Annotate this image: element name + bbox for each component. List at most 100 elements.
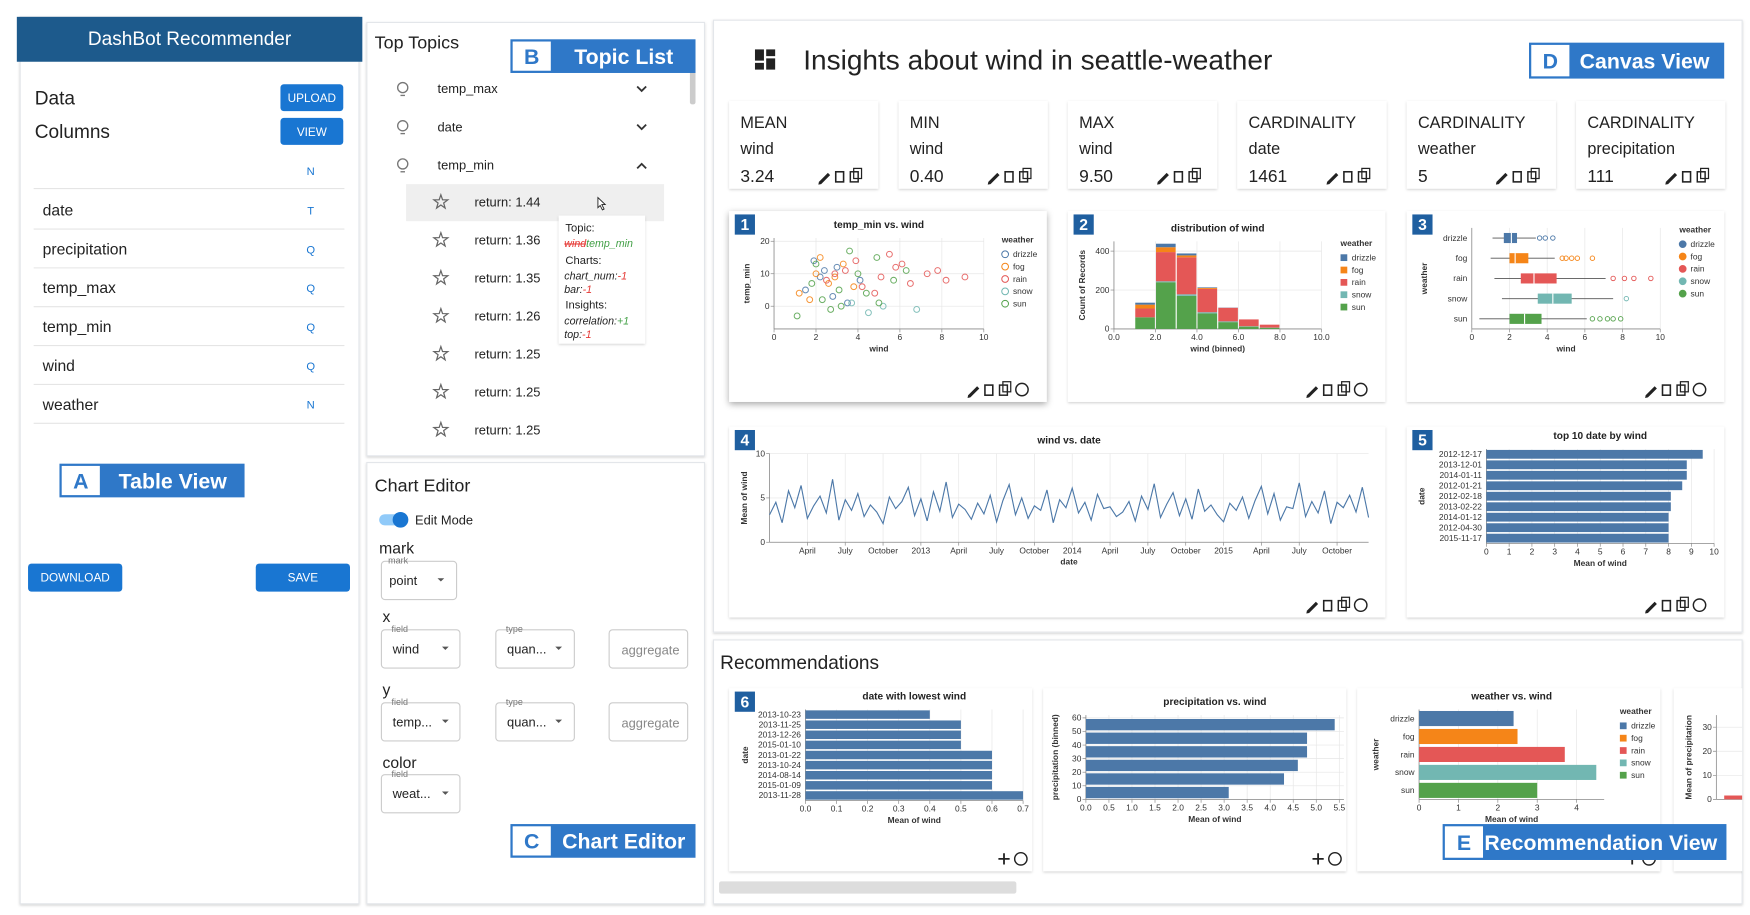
edit-icon[interactable]: [1326, 172, 1339, 185]
y-tick-label: fog: [1456, 253, 1468, 263]
y-field-select[interactable]: [380, 702, 461, 742]
star-icon[interactable]: [432, 230, 450, 248]
delete-icon[interactable]: [1322, 599, 1333, 612]
legend-label: fog: [1631, 733, 1643, 743]
column-name: weather: [42, 397, 99, 414]
star-icon[interactable]: [432, 306, 450, 324]
info-icon[interactable]: [1692, 598, 1707, 613]
edit-icon[interactable]: [1665, 172, 1678, 185]
mark-select[interactable]: [380, 560, 458, 601]
delete-icon[interactable]: [984, 384, 994, 396]
delete-icon[interactable]: [1322, 384, 1333, 396]
return-value: return: 1.25: [475, 346, 541, 361]
card-actions: [967, 381, 1029, 398]
point: [831, 273, 839, 281]
x-tick-label: April: [950, 545, 967, 555]
star-icon[interactable]: [432, 344, 450, 362]
info-icon[interactable]: [1013, 851, 1028, 866]
star-icon[interactable]: [432, 192, 450, 210]
chart-badge: [734, 429, 755, 451]
edit-icon[interactable]: [987, 172, 1000, 185]
x-field-select[interactable]: [380, 629, 461, 669]
outlier: [1589, 316, 1596, 322]
y-tick-label: 2013-12-01: [1439, 460, 1482, 470]
star-icon[interactable]: [432, 420, 450, 438]
delete-icon[interactable]: [834, 170, 845, 183]
star-icon[interactable]: [432, 268, 450, 286]
bar-segment: [1259, 324, 1280, 328]
box: [1520, 273, 1557, 284]
y-tick-label: 60: [1072, 713, 1082, 723]
bar: [1724, 795, 1743, 800]
delete-icon[interactable]: [1343, 170, 1353, 183]
collapse-icon[interactable]: [636, 162, 647, 170]
download-button[interactable]: [28, 563, 123, 592]
upload-button[interactable]: [280, 84, 344, 112]
info-icon[interactable]: [1015, 382, 1029, 397]
y-label: y: [383, 682, 391, 699]
column-type: Q: [306, 283, 315, 295]
edit-icon[interactable]: [1306, 386, 1319, 398]
expand-icon[interactable]: [636, 85, 647, 93]
edit-icon[interactable]: [1157, 172, 1169, 185]
bar: [805, 750, 992, 760]
x-tick-label: 1: [1456, 803, 1461, 813]
edit-icon[interactable]: [1495, 172, 1508, 185]
y-tick-label: 2015-01-09: [758, 780, 801, 790]
scrollbar[interactable]: [719, 881, 1017, 894]
x-tick-label: October: [1019, 545, 1049, 555]
info-icon[interactable]: [1328, 851, 1342, 866]
bar-segment: [1176, 294, 1197, 296]
info-icon[interactable]: [1692, 382, 1707, 397]
add-icon[interactable]: [1312, 853, 1324, 865]
point: [879, 302, 887, 310]
star-icon[interactable]: [432, 382, 450, 400]
tooltip-text: windtemp_min: [564, 238, 633, 250]
delete-icon[interactable]: [1681, 170, 1692, 183]
view-button[interactable]: [280, 117, 344, 145]
info-icon[interactable]: [1353, 382, 1368, 397]
legend-label: rain: [1013, 274, 1027, 284]
y-axis-label: Mean of wind: [739, 471, 749, 524]
box: [1503, 232, 1518, 244]
stat-label: CARDINALITY: [1249, 114, 1357, 132]
edit-icon[interactable]: [967, 386, 980, 398]
select-caption: type: [506, 624, 523, 634]
point: [818, 296, 826, 304]
chart-badge: [1412, 429, 1433, 451]
info-icon[interactable]: [1353, 598, 1368, 613]
y-axis-label: temp_min: [741, 264, 751, 304]
legend-symbol: [1678, 265, 1687, 273]
legend-label: drizzle: [1013, 249, 1038, 259]
topic-name: temp_max: [438, 81, 499, 96]
expand-icon[interactable]: [636, 123, 647, 131]
add-icon[interactable]: [998, 853, 1010, 865]
x-type-select[interactable]: [495, 629, 575, 669]
chart-badge-number: 2: [1079, 217, 1088, 234]
y-aggregate-select[interactable]: [608, 702, 689, 742]
save-button[interactable]: [255, 563, 350, 592]
delete-icon[interactable]: [1173, 170, 1184, 183]
x-aggregate-select[interactable]: [608, 629, 689, 669]
delete-icon[interactable]: [1661, 599, 1672, 612]
card: [1406, 211, 1725, 402]
bar-segment: [1259, 327, 1280, 329]
upload-text: UPLOAD: [288, 92, 336, 105]
delete-icon[interactable]: [1004, 170, 1014, 183]
y-axis-label: weather: [1371, 738, 1381, 772]
bar: [1085, 718, 1335, 731]
bar: [1486, 491, 1671, 501]
edit-icon[interactable]: [1645, 386, 1657, 398]
tooltip-text: Topic:: [565, 222, 594, 234]
delete-icon[interactable]: [1661, 384, 1672, 396]
delete-icon[interactable]: [1512, 170, 1522, 183]
bar-segment: [1156, 252, 1176, 282]
x-tick-label: 3.5: [1241, 803, 1253, 813]
toggle-knob[interactable]: [392, 511, 409, 528]
y-type-select[interactable]: [495, 702, 575, 742]
edit-icon[interactable]: [1645, 601, 1657, 614]
color-field-select[interactable]: [380, 774, 461, 814]
edit-icon[interactable]: [1306, 601, 1319, 614]
columns-label: Columns: [35, 122, 110, 143]
edit-icon[interactable]: [818, 172, 831, 185]
